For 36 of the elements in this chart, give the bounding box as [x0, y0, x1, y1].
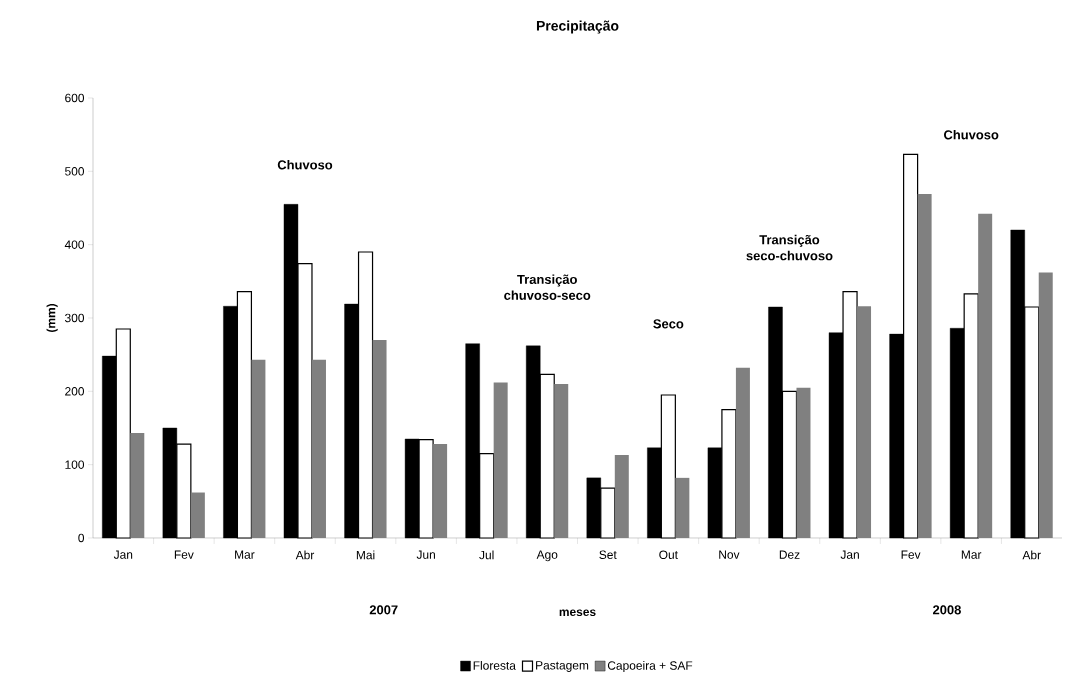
annotation: Seco	[653, 319, 684, 329]
y-tick-label: 300	[65, 313, 85, 323]
y-tick-label: 500	[65, 167, 85, 176]
x-tick-label: Out	[659, 550, 678, 559]
chart-title: Precipitação	[536, 20, 619, 34]
annotation: Chuvoso	[944, 129, 999, 140]
x-tick-label: Abr	[295, 550, 315, 560]
x-tick-label: Fev	[174, 550, 194, 559]
x-tick-label: Fev	[901, 550, 921, 559]
text: 2008	[932, 605, 961, 615]
y-tick-label: 400	[64, 240, 85, 249]
x-tick-label: Mar	[961, 550, 982, 559]
x-tick-label: Mai	[356, 550, 375, 560]
x-tick-label: Ago	[536, 550, 558, 562]
x-tick-label: Dez	[779, 550, 800, 559]
x-tick-label: Jun	[416, 550, 435, 559]
x-tick-label: Nov	[719, 550, 740, 559]
text: 2007	[369, 605, 398, 615]
legend-label: Pastagem	[536, 661, 589, 672]
y-tick-label: 600	[65, 93, 85, 103]
annotation: Chuvoso	[277, 159, 333, 170]
x-tick-label: Mar	[235, 550, 255, 559]
y-tick-label: 100	[65, 460, 85, 469]
legend-label: Floresta	[473, 660, 516, 670]
legend-label: Capoeira + SAF	[607, 660, 693, 673]
x-tick-label: Abr	[1022, 550, 1041, 560]
x-tick-label: Jan	[113, 550, 133, 559]
annotation: Transição chuvoso-seco	[504, 274, 591, 300]
x-tick-label: Set	[599, 550, 617, 559]
x-axis-title: meses	[559, 609, 596, 617]
annotation: Transição seco-chuvoso	[746, 234, 833, 261]
x-tick-label: Jan	[840, 550, 859, 559]
y-tick-label: 0	[78, 533, 85, 543]
y-axis-title: (mm)	[46, 303, 58, 333]
x-tick-label: Jul	[479, 550, 494, 560]
y-tick-label: 200	[65, 387, 85, 396]
